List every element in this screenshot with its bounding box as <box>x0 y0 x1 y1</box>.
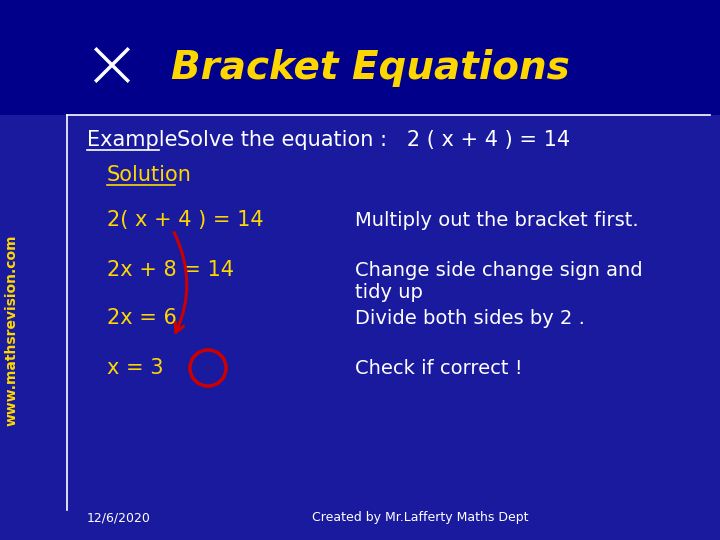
Text: Solution: Solution <box>107 165 192 185</box>
Text: Example: Example <box>87 130 178 150</box>
Text: Multiply out the bracket first.: Multiply out the bracket first. <box>355 211 639 229</box>
Text: 2x + 8 = 14: 2x + 8 = 14 <box>107 260 234 280</box>
Text: Bracket Equations: Bracket Equations <box>171 49 570 87</box>
Text: x = 3: x = 3 <box>107 358 163 378</box>
Text: 2( x + 4 ) = 14: 2( x + 4 ) = 14 <box>107 210 264 230</box>
Text: www.mathsrevision.com: www.mathsrevision.com <box>5 234 19 426</box>
Bar <box>0 0 720 115</box>
Text: Solve the equation :   2 ( x + 4 ) = 14: Solve the equation : 2 ( x + 4 ) = 14 <box>177 130 570 150</box>
Text: 12/6/2020: 12/6/2020 <box>87 511 151 524</box>
Text: Created by Mr.Lafferty Maths Dept: Created by Mr.Lafferty Maths Dept <box>312 511 528 524</box>
Text: 2x = 6: 2x = 6 <box>107 308 177 328</box>
Text: tidy up: tidy up <box>355 282 423 301</box>
Text: Divide both sides by 2 .: Divide both sides by 2 . <box>355 308 585 327</box>
Text: Check if correct !: Check if correct ! <box>355 359 523 377</box>
Text: Change side change sign and: Change side change sign and <box>355 260 643 280</box>
